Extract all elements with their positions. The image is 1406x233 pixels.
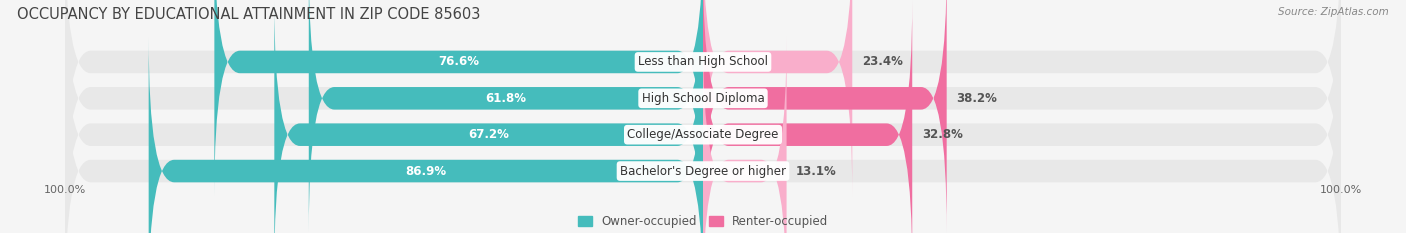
FancyBboxPatch shape [65, 37, 1341, 233]
FancyBboxPatch shape [149, 37, 703, 233]
Text: 76.6%: 76.6% [439, 55, 479, 69]
FancyBboxPatch shape [703, 0, 912, 233]
Text: 100.0%: 100.0% [1320, 185, 1362, 195]
FancyBboxPatch shape [214, 0, 703, 196]
FancyBboxPatch shape [309, 0, 703, 233]
Text: 32.8%: 32.8% [922, 128, 963, 141]
Text: Bachelor's Degree or higher: Bachelor's Degree or higher [620, 164, 786, 178]
Text: College/Associate Degree: College/Associate Degree [627, 128, 779, 141]
Text: Source: ZipAtlas.com: Source: ZipAtlas.com [1278, 7, 1389, 17]
Legend: Owner-occupied, Renter-occupied: Owner-occupied, Renter-occupied [572, 210, 834, 233]
Text: High School Diploma: High School Diploma [641, 92, 765, 105]
Text: 61.8%: 61.8% [485, 92, 526, 105]
Text: 67.2%: 67.2% [468, 128, 509, 141]
Text: 23.4%: 23.4% [862, 55, 903, 69]
Text: 86.9%: 86.9% [405, 164, 446, 178]
Text: Less than High School: Less than High School [638, 55, 768, 69]
Text: 13.1%: 13.1% [796, 164, 837, 178]
FancyBboxPatch shape [703, 0, 852, 196]
Text: 100.0%: 100.0% [44, 185, 86, 195]
FancyBboxPatch shape [703, 0, 946, 233]
FancyBboxPatch shape [65, 0, 1341, 233]
Text: OCCUPANCY BY EDUCATIONAL ATTAINMENT IN ZIP CODE 85603: OCCUPANCY BY EDUCATIONAL ATTAINMENT IN Z… [17, 7, 481, 22]
FancyBboxPatch shape [65, 0, 1341, 196]
FancyBboxPatch shape [274, 0, 703, 233]
Text: 38.2%: 38.2% [956, 92, 997, 105]
FancyBboxPatch shape [65, 0, 1341, 233]
FancyBboxPatch shape [703, 37, 786, 233]
